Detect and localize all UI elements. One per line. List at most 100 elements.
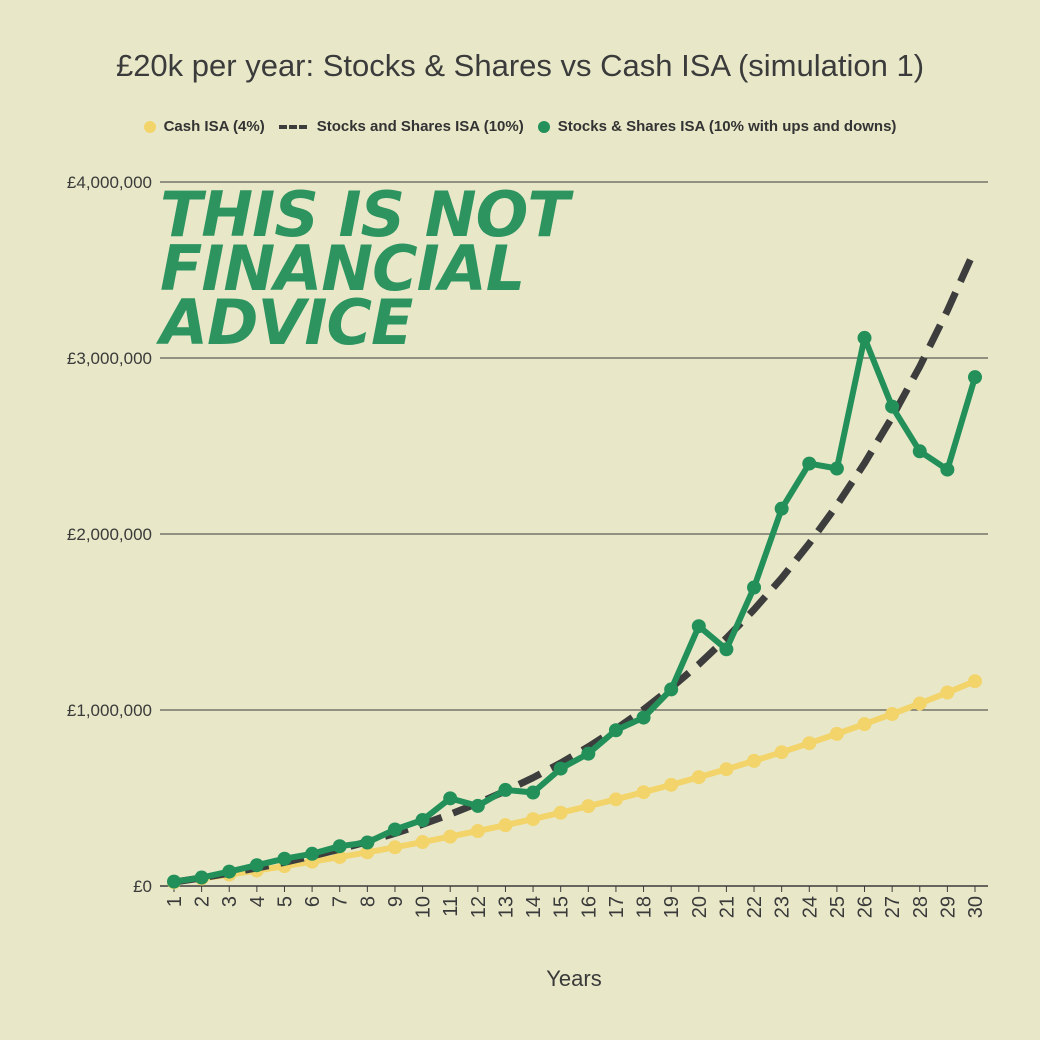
data-point[interactable] — [774, 501, 789, 516]
data-point[interactable] — [470, 798, 485, 813]
x-tick-label: 10 — [413, 896, 435, 918]
data-point[interactable] — [802, 456, 817, 471]
x-tick-label: 7 — [330, 896, 352, 907]
x-tick-label: 28 — [910, 896, 932, 918]
x-tick-label: 21 — [716, 896, 738, 918]
data-point[interactable] — [553, 761, 568, 776]
data-point[interactable] — [553, 805, 568, 820]
gridlines — [160, 181, 988, 887]
x-tick-label: 30 — [965, 896, 987, 918]
data-point[interactable] — [691, 619, 706, 634]
data-point[interactable] — [526, 785, 541, 800]
x-tick-label: 27 — [882, 896, 904, 918]
series-line — [173, 678, 977, 886]
data-point[interactable] — [829, 461, 844, 476]
x-axis-label: Years — [546, 966, 601, 991]
x-axis: 1 2 3 4 5 6 7 8 9 10 11 12 13 14 15 16 17 18 19 20 21 22 23 24 2… — [164, 886, 987, 918]
data-point[interactable] — [636, 710, 651, 725]
x-tick-label: 8 — [357, 896, 379, 907]
watermark-disclaimer: THIS IS NOT FINANCIAL ADVICE — [160, 178, 570, 359]
y-tick-label: £1,000,000 — [67, 701, 152, 720]
legend-marker-volatile — [537, 120, 550, 133]
x-tick-label: 16 — [578, 896, 600, 918]
data-point[interactable] — [167, 874, 181, 889]
chart-title: £20k per year: Stocks & Shares vs Cash I… — [115, 48, 925, 83]
data-point[interactable] — [636, 785, 651, 800]
data-point[interactable] — [747, 580, 762, 595]
x-tick-label: 11 — [440, 896, 462, 917]
x-tick-label: 24 — [799, 896, 821, 918]
data-point[interactable] — [802, 736, 817, 751]
data-point[interactable] — [940, 685, 955, 700]
data-point[interactable] — [277, 851, 292, 866]
y-tick-label: £4,000,000 — [67, 173, 152, 192]
legend-item-volatile[interactable]: Stocks & Shares ISA (10% with ups and do… — [537, 118, 897, 135]
data-point[interactable] — [885, 399, 900, 414]
x-tick-label: 2 — [192, 896, 214, 907]
data-point[interactable] — [940, 462, 955, 477]
data-point[interactable] — [608, 723, 623, 738]
data-point[interactable] — [857, 717, 872, 732]
y-axis-ticks: £0 £1,000,000 £2,000,000 £3,000,000 £4,000,0… — [67, 173, 152, 896]
data-point[interactable] — [222, 864, 237, 879]
data-point[interactable] — [443, 791, 458, 806]
data-point[interactable] — [387, 822, 402, 837]
data-point[interactable] — [664, 682, 679, 697]
data-point[interactable] — [498, 782, 513, 797]
data-point[interactable] — [360, 845, 375, 860]
data-point[interactable] — [719, 762, 734, 777]
data-point[interactable] — [360, 835, 375, 850]
legend-marker-stocks — [278, 124, 307, 129]
watermark-line-3: ADVICE — [160, 286, 413, 359]
data-point[interactable] — [608, 792, 623, 807]
legend-label-volatile: Stocks & Shares ISA (10% with ups and do… — [557, 118, 897, 135]
data-point[interactable] — [691, 770, 706, 785]
data-point[interactable] — [774, 745, 789, 760]
x-tick-label: 29 — [937, 896, 959, 918]
data-point[interactable] — [498, 818, 513, 833]
x-tick-label: 18 — [634, 896, 656, 918]
data-point[interactable] — [664, 777, 679, 792]
data-point[interactable] — [415, 813, 430, 827]
data-point[interactable] — [968, 674, 982, 689]
x-tick-label: 9 — [385, 896, 407, 907]
data-point[interactable] — [912, 696, 927, 711]
x-tick-label: 26 — [855, 896, 877, 918]
watermark-line-1: THIS IS NOT — [160, 178, 570, 251]
y-tick-label: £2,000,000 — [67, 525, 152, 544]
series-layer — [167, 247, 982, 890]
data-point[interactable] — [747, 753, 762, 768]
data-point[interactable] — [387, 840, 402, 855]
data-point[interactable] — [581, 799, 596, 814]
data-point[interactable] — [581, 746, 596, 761]
x-tick-label: 22 — [744, 896, 766, 918]
legend-item-stocks[interactable]: Stocks and Shares ISA (10%) — [278, 118, 524, 135]
data-point[interactable] — [526, 812, 541, 827]
y-tick-label: £0 — [133, 877, 152, 896]
x-tick-label: 15 — [551, 896, 573, 918]
data-point[interactable] — [415, 835, 430, 850]
data-point[interactable] — [305, 846, 320, 861]
data-point[interactable] — [857, 330, 872, 345]
series-line — [173, 334, 978, 885]
data-point[interactable] — [332, 839, 347, 854]
x-tick-label: 25 — [827, 896, 849, 918]
data-point[interactable] — [194, 870, 209, 885]
data-point[interactable] — [912, 444, 927, 459]
legend-label-stocks: Stocks and Shares ISA (10%) — [316, 118, 524, 135]
data-point[interactable] — [885, 707, 900, 722]
x-tick-label: 5 — [274, 896, 296, 907]
x-tick-label: 3 — [219, 896, 241, 907]
data-point[interactable] — [443, 829, 458, 844]
x-tick-label: 19 — [661, 896, 683, 918]
data-point[interactable] — [968, 370, 982, 385]
data-point[interactable] — [719, 642, 734, 657]
x-tick-label: 20 — [689, 896, 711, 918]
data-point[interactable] — [249, 858, 264, 873]
data-point[interactable] — [829, 726, 844, 741]
x-tick-label: 13 — [495, 896, 517, 918]
series-stocks-isa — [173, 247, 979, 886]
data-point[interactable] — [470, 824, 485, 839]
legend-item-cash[interactable]: Cash ISA (4%) — [143, 118, 265, 135]
